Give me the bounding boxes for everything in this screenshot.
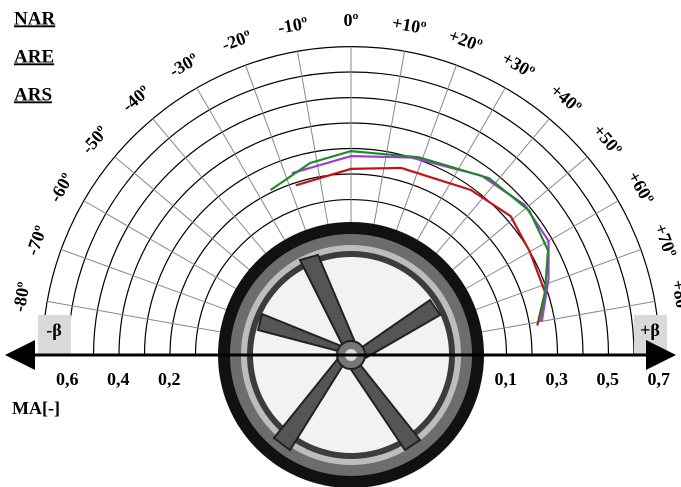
grid-spoke — [374, 51, 405, 227]
chart: -β +β MA[-] 0,6 0,4 0,2 0,1 0,3 0,5 0,7 -80º -70… — [0, 0, 681, 487]
grid-spoke — [47, 301, 223, 332]
theta-tick-label: -80º — [9, 280, 34, 313]
theta-tick-label: +10º — [391, 12, 428, 38]
theta-tick-label: +70º — [650, 221, 681, 260]
r-tick-label: 0,5 — [597, 369, 620, 389]
r-tick-label: 0,6 — [56, 369, 79, 389]
theta-tick-label: -20º — [219, 26, 254, 55]
theta-tick-label: -70º — [22, 223, 51, 258]
grid-spoke — [473, 249, 641, 310]
grid-spoke — [197, 88, 286, 243]
theta-tick-label: +20º — [446, 25, 485, 56]
grid-spoke — [395, 65, 456, 233]
theta-tick-label: -40º — [118, 81, 154, 116]
grid-spoke — [416, 88, 505, 243]
theta-tick-label: +50º — [589, 120, 626, 159]
beta-right: +β — [640, 320, 660, 340]
r-axis-label: MA[-] — [12, 398, 60, 418]
grid-spoke — [245, 65, 306, 233]
grid-spoke — [61, 249, 229, 310]
legend-entry: NAR — [14, 8, 55, 29]
r-tick-label: 0,7 — [648, 369, 671, 389]
legend-entry: ARS — [14, 84, 52, 105]
legend-entry: ARE — [14, 46, 54, 67]
theta-tick-label: +40º — [547, 80, 586, 117]
r-tick-label: 0,1 — [495, 369, 518, 389]
beta-left: -β — [46, 320, 61, 340]
r-tick-label: 0,3 — [546, 369, 569, 389]
grid-spoke — [297, 51, 328, 227]
theta-tick-label: +80º — [668, 278, 681, 315]
theta-tick-label: -10º — [276, 13, 309, 38]
theta-tick-label: -50º — [77, 122, 112, 158]
theta-tick-label: 0º — [344, 10, 359, 30]
theta-tick-label: +30º — [499, 48, 539, 82]
grid-spoke — [479, 301, 655, 332]
grid-spoke — [84, 201, 239, 290]
r-tick-label: 0,4 — [107, 369, 130, 389]
grid-spoke — [464, 201, 619, 290]
r-tick-label: 0,2 — [158, 369, 181, 389]
legend: NAR ARE ARS — [14, 8, 55, 105]
theta-tick-label: -30º — [166, 49, 202, 81]
theta-tick-label: +60º — [624, 168, 658, 208]
theta-tick-label: -60º — [45, 170, 77, 206]
